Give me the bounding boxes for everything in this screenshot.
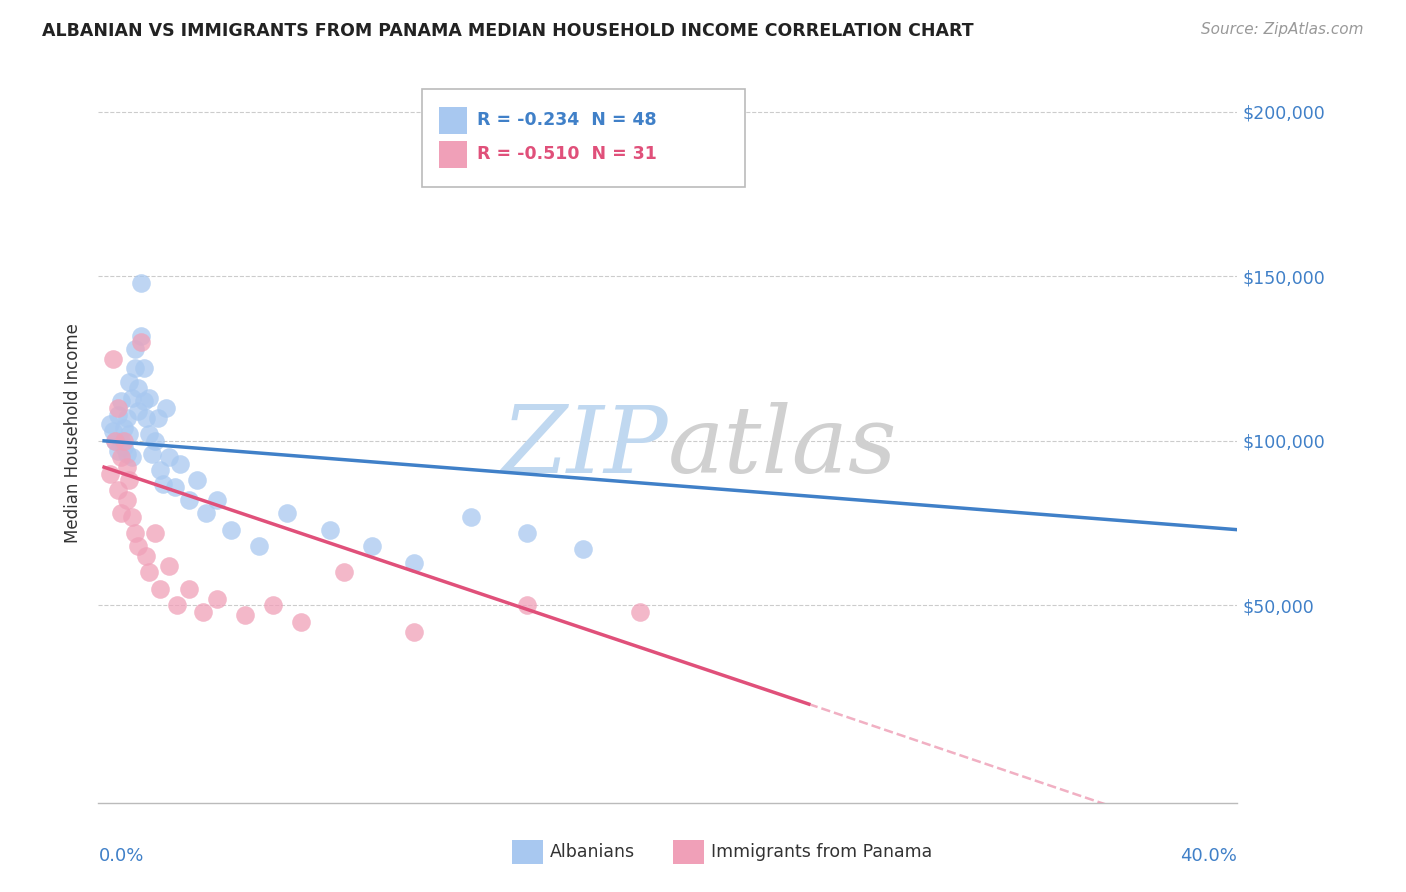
Point: [152, 476, 174, 491]
Point: [98, 467, 121, 481]
Point: [129, 276, 152, 290]
Point: [127, 539, 149, 553]
Y-axis label: Median Household Income: Median Household Income: [65, 323, 83, 542]
Point: [124, 361, 146, 376]
Text: Source: ZipAtlas.com: Source: ZipAtlas.com: [1201, 22, 1364, 37]
Point: [118, 427, 141, 442]
Point: [169, 457, 191, 471]
Point: [112, 420, 135, 434]
Point: [118, 473, 141, 487]
Point: [572, 542, 595, 557]
Point: [205, 493, 228, 508]
Point: [233, 608, 256, 623]
Point: [107, 408, 129, 422]
Point: [101, 424, 124, 438]
Point: [107, 443, 129, 458]
Point: [112, 441, 135, 455]
Point: [104, 434, 127, 448]
Point: [155, 401, 177, 415]
Point: [115, 410, 138, 425]
Point: [110, 450, 132, 465]
Text: ALBANIAN VS IMMIGRANTS FROM PANAMA MEDIAN HOUSEHOLD INCOME CORRELATION CHART: ALBANIAN VS IMMIGRANTS FROM PANAMA MEDIA…: [42, 22, 974, 40]
Point: [143, 526, 166, 541]
Point: [132, 394, 155, 409]
Point: [135, 410, 157, 425]
Point: [107, 401, 129, 415]
Point: [104, 434, 127, 448]
Point: [138, 391, 160, 405]
Point: [460, 509, 482, 524]
Text: R = -0.510  N = 31: R = -0.510 N = 31: [477, 145, 657, 163]
Point: [138, 427, 160, 442]
Point: [276, 506, 298, 520]
Point: [163, 480, 186, 494]
Text: 40.0%: 40.0%: [1181, 847, 1237, 865]
Point: [157, 450, 180, 465]
Point: [191, 605, 214, 619]
Point: [115, 447, 138, 461]
Point: [149, 582, 172, 596]
Point: [129, 328, 152, 343]
Point: [143, 434, 166, 448]
Point: [115, 460, 138, 475]
Point: [318, 523, 340, 537]
Text: atlas: atlas: [668, 402, 897, 492]
Point: [129, 335, 152, 350]
Point: [157, 558, 180, 573]
Text: Albanians: Albanians: [550, 843, 636, 861]
Point: [149, 463, 172, 477]
Point: [121, 391, 143, 405]
Point: [516, 599, 538, 613]
Point: [132, 361, 155, 376]
Point: [186, 473, 208, 487]
Text: R = -0.234  N = 48: R = -0.234 N = 48: [477, 112, 657, 129]
Point: [516, 526, 538, 541]
Point: [290, 615, 312, 629]
Text: 0.0%: 0.0%: [98, 847, 143, 865]
Text: ZIP: ZIP: [501, 402, 668, 492]
Point: [138, 566, 160, 580]
Point: [628, 605, 651, 619]
Point: [135, 549, 157, 563]
Point: [404, 624, 426, 639]
Point: [166, 599, 188, 613]
Point: [205, 591, 228, 606]
Point: [115, 493, 138, 508]
Text: Immigrants from Panama: Immigrants from Panama: [711, 843, 932, 861]
Point: [110, 434, 132, 448]
Point: [360, 539, 382, 553]
Point: [110, 506, 132, 520]
Point: [118, 375, 141, 389]
Point: [262, 599, 284, 613]
Point: [177, 582, 200, 596]
Point: [127, 381, 149, 395]
Point: [146, 410, 169, 425]
Point: [332, 566, 354, 580]
Point: [127, 404, 149, 418]
Point: [247, 539, 270, 553]
Point: [101, 351, 124, 366]
Point: [194, 506, 217, 520]
Point: [98, 417, 121, 432]
Point: [121, 450, 143, 465]
Point: [141, 447, 163, 461]
Point: [404, 556, 426, 570]
Point: [177, 493, 200, 508]
Point: [121, 509, 143, 524]
Point: [124, 342, 146, 356]
Point: [112, 434, 135, 448]
Point: [124, 526, 146, 541]
Point: [107, 483, 129, 498]
Point: [219, 523, 242, 537]
Point: [110, 394, 132, 409]
